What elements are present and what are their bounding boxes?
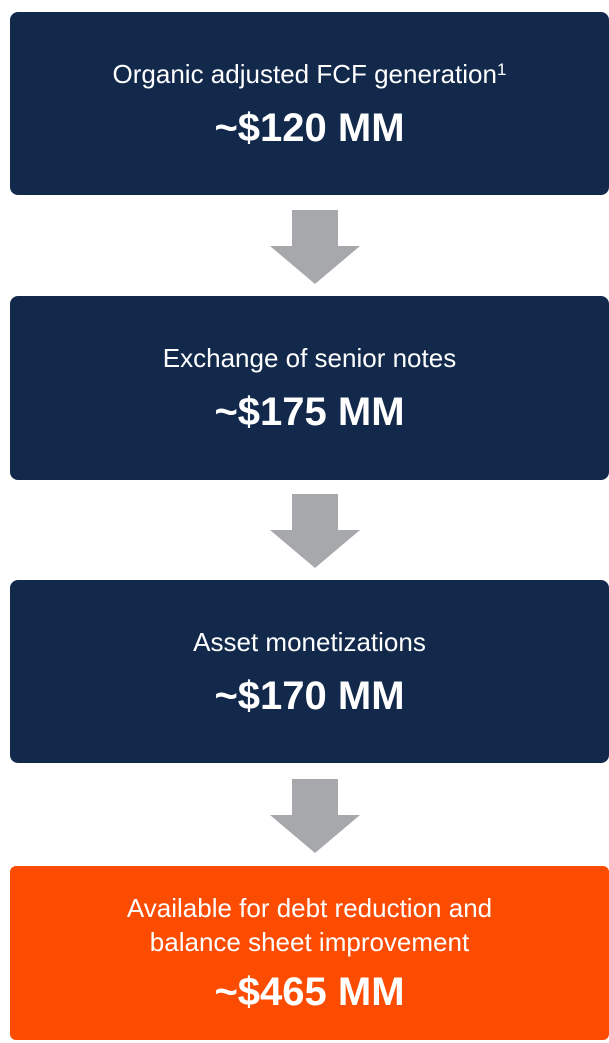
arrow — [270, 494, 360, 568]
box: Organic adjusted FCF generation1 ~$120 M… — [10, 12, 609, 195]
box-label: Organic adjusted FCF generation1 — [113, 57, 507, 91]
box-label: Asset monetizations — [193, 626, 426, 657]
arrow — [270, 210, 360, 284]
box-value: ~$465 MM — [214, 970, 405, 1014]
box-value: ~$120 MM — [214, 105, 405, 150]
box-value: ~$170 MM — [214, 673, 405, 718]
arrow — [270, 779, 360, 853]
box-label: Exchange of senior notes — [162, 343, 457, 373]
label-line: Available for debt reduction and — [126, 893, 493, 923]
box: Asset monetizations ~$170 MM — [10, 580, 609, 763]
label-line: balance sheet improvement — [149, 927, 470, 957]
box: Available for debt reduction and balance… — [10, 866, 609, 1040]
footnote-marker: 1 — [496, 59, 507, 79]
label-line: Organic adjusted FCF generation — [112, 58, 497, 89]
box: Exchange of senior notes ~$175 MM — [10, 296, 609, 480]
box-value: ~$175 MM — [214, 390, 405, 434]
box-label: Available for debt reduction and balance… — [127, 891, 492, 959]
